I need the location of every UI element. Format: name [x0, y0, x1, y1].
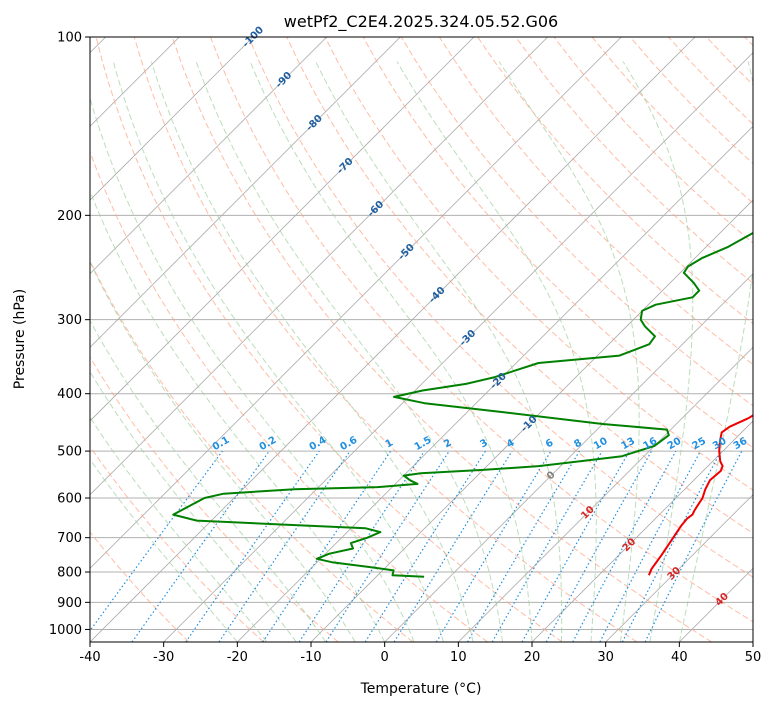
x-tick-label: -30 — [153, 650, 174, 665]
y-tick-label: 800 — [57, 566, 82, 581]
x-tick-label: -40 — [79, 650, 100, 665]
mixing-ratio-line — [131, 450, 270, 642]
dry-adiabat-line — [133, 37, 638, 642]
dry-adiabat-line — [90, 150, 488, 642]
x-tick-label: 50 — [745, 650, 762, 665]
dry-adiabat-line — [90, 445, 264, 642]
x-tick-label: 30 — [597, 650, 614, 665]
isotherm-line — [90, 37, 622, 569]
x-tick-label: -10 — [300, 650, 321, 665]
moist-adiabat-line — [678, 61, 753, 642]
y-tick-label: 600 — [57, 492, 82, 507]
x-axis-label: Temperature (°C) — [360, 681, 482, 697]
profile-lines — [172, 231, 753, 578]
mixing-ratio-label: 6 — [544, 437, 556, 450]
y-tick-label: 300 — [57, 313, 82, 328]
isotherm-line — [90, 37, 548, 496]
chart-title: wetPf2_C2E4.2025.324.05.52.G06 — [284, 12, 558, 32]
y-tick-label: 100 — [57, 31, 82, 46]
mixing-ratio-line — [262, 450, 392, 642]
dry-adiabat-line — [90, 259, 414, 642]
mixing-ratio-line — [393, 450, 513, 642]
moist-adiabat-line — [315, 61, 563, 642]
isotherm-line — [384, 273, 753, 642]
isotherm-line — [237, 125, 753, 642]
y-tick-label: 700 — [57, 531, 82, 546]
dry-adiabat-line — [90, 356, 339, 642]
moist-adiabat-line — [498, 61, 640, 642]
mixing-ratio-label: 8 — [572, 437, 584, 450]
mixing-ratio-line — [572, 450, 677, 642]
isotherm-line — [531, 420, 753, 642]
x-tick-label: 0 — [381, 650, 389, 665]
moist-adiabat-line — [396, 61, 597, 642]
y-tick-label: 1000 — [49, 623, 82, 638]
mixing-ratio-label: 2 — [442, 437, 454, 450]
moist-adiabat-line — [622, 61, 694, 642]
dry-adiabat-line — [400, 37, 753, 407]
mixing-ratio-line — [218, 450, 351, 642]
y-axis-label: Pressure (hPa) — [12, 289, 28, 389]
mixing-ratio-line — [545, 450, 653, 642]
mixing-ratio-line — [521, 450, 631, 642]
x-tick-label: -20 — [227, 650, 248, 665]
dry-adiabat-line — [286, 37, 753, 534]
isotherm-line — [163, 52, 753, 642]
mixing-ratio-label: 4 — [505, 437, 517, 450]
isotherm-line — [90, 37, 696, 642]
moist-adiabat-line — [90, 319, 327, 642]
y-tick-label: 400 — [57, 387, 82, 402]
moist-adiabat-line — [112, 61, 445, 642]
dry-adiabat-line — [171, 37, 712, 642]
dry-adiabat-line — [90, 531, 190, 642]
mixing-ratio-line — [325, 450, 450, 642]
y-tick-label: 500 — [57, 445, 82, 460]
isotherm-line — [90, 37, 254, 201]
isotherm-line — [90, 37, 327, 275]
mixing-ratio-label: 1 — [384, 437, 396, 450]
dry-adiabat-line — [438, 37, 753, 366]
mixing-ratio-line — [90, 450, 223, 632]
temperature-line — [647, 414, 753, 576]
mixing-ratio-label: 3 — [478, 437, 490, 450]
isotherm-line — [605, 494, 753, 642]
y-tick-label: 900 — [57, 596, 82, 611]
mixing-ratio-line — [185, 450, 320, 642]
x-tick-label: 10 — [450, 650, 467, 665]
moist-adiabat-line — [90, 189, 386, 642]
axis-ticks: -40 -30 -20 -10 0 10 20 30 40 50 100 200 300 400 500 60… — [49, 31, 761, 666]
x-tick-label: 20 — [524, 650, 541, 665]
moist-adiabat-line — [90, 458, 238, 642]
x-tick-label: 40 — [671, 650, 688, 665]
dry-adiabat-line — [248, 37, 753, 578]
moist-adiabat-line — [150, 61, 474, 642]
moist-adiabat-line — [249, 61, 533, 642]
dewpoint-line — [172, 231, 753, 578]
moist-adiabat-line — [90, 260, 356, 642]
y-tick-label: 200 — [57, 209, 82, 224]
isotherm-line — [90, 37, 401, 348]
mixing-ratio-line — [644, 450, 743, 642]
dry-adiabat-line — [515, 37, 753, 284]
dry-adiabat-line — [210, 37, 753, 623]
plot-frame — [89, 36, 754, 643]
isotherm-line — [90, 37, 475, 422]
